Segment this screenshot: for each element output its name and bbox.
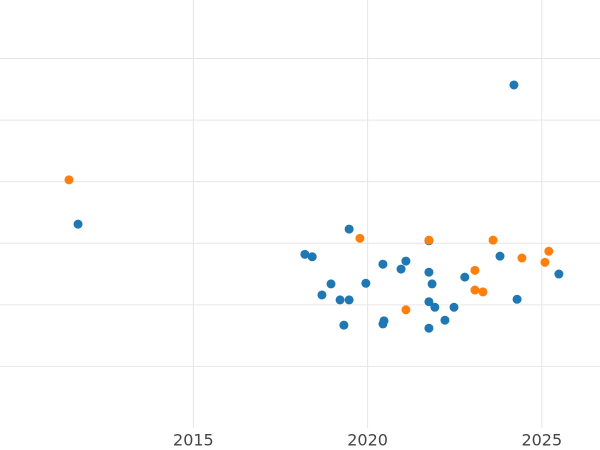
point: [300, 249, 310, 259]
point: [470, 265, 480, 275]
point: [424, 323, 434, 333]
x-tick-label: 2020: [347, 431, 388, 450]
point: [517, 253, 527, 263]
point: [326, 279, 336, 289]
point: [478, 287, 488, 297]
point: [509, 80, 519, 90]
point: [554, 269, 564, 279]
point: [361, 278, 371, 288]
point: [424, 297, 434, 307]
point: [73, 219, 83, 229]
point: [495, 251, 505, 261]
point: [307, 252, 317, 262]
point: [488, 235, 498, 245]
point: [339, 320, 349, 330]
point: [344, 295, 354, 305]
point: [378, 319, 388, 329]
x-tick-label: 2025: [521, 431, 562, 450]
point: [540, 257, 550, 267]
point: [424, 235, 434, 245]
point: [317, 290, 327, 300]
point: [449, 302, 459, 312]
point: [64, 175, 74, 185]
point: [470, 285, 480, 295]
point: [427, 279, 437, 289]
point: [460, 272, 470, 282]
point: [544, 246, 554, 256]
point: [344, 224, 354, 234]
point: [430, 302, 440, 312]
point: [401, 305, 411, 315]
point: [512, 294, 522, 304]
point: [355, 233, 365, 243]
point: [396, 264, 406, 274]
point: [440, 315, 450, 325]
point: [335, 295, 345, 305]
point: [378, 259, 388, 269]
x-tick-label: 2015: [173, 431, 214, 450]
point: [401, 256, 411, 266]
point: [424, 267, 434, 277]
